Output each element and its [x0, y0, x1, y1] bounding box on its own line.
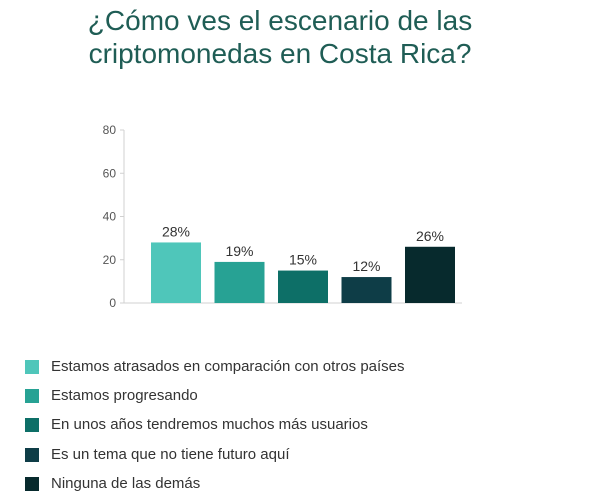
bar-5: [405, 246, 455, 303]
legend-label: Ninguna de las demás: [51, 474, 201, 492]
y-tick-label: 20: [103, 253, 117, 267]
y-tick-label: 0: [109, 296, 116, 310]
chart-title-line-2: criptomonedas en Costa Rica?: [88, 38, 472, 69]
bar-value-label: 28%: [162, 223, 190, 239]
legend-label: Es un tema que no tiene futuro aquí: [51, 445, 290, 463]
legend-swatch: [25, 359, 39, 374]
bar-3: [278, 270, 328, 303]
legend-swatch: [25, 418, 39, 433]
legend-swatch: [25, 388, 39, 403]
y-tick-label: 80: [103, 123, 117, 137]
bar-4: [341, 277, 392, 303]
legend-swatch: [25, 447, 39, 462]
legend-label: Estamos progresando: [51, 386, 198, 404]
bar-value-label: 15%: [289, 252, 317, 268]
chart-title-line-1: ¿Cómo ves el escenario de las: [87, 5, 473, 36]
chart-legend: Estamos atrasados en comparación con otr…: [25, 352, 585, 498]
bar-value-label: 26%: [416, 228, 444, 244]
legend-item: En unos años tendremos muchos más usuari…: [25, 411, 585, 440]
bar-1: [151, 242, 201, 303]
y-tick-label: 40: [103, 210, 117, 224]
legend-swatch: [25, 476, 39, 491]
bar-value-label: 12%: [352, 258, 380, 274]
y-tick-label: 60: [103, 166, 117, 180]
chart-title: ¿Cómo ves el escenario de las criptomone…: [0, 4, 560, 70]
bar-value-label: 19%: [225, 243, 253, 259]
legend-label: En unos años tendremos muchos más usuari…: [51, 416, 368, 434]
legend-item: Estamos atrasados en comparación con otr…: [25, 352, 585, 381]
legend-item: Es un tema que no tiene futuro aquí: [25, 440, 585, 469]
legend-label: Estamos atrasados en comparación con otr…: [51, 357, 405, 375]
bar-chart: 0 20 40 60 80 28% 19% 15% 12% 26%: [103, 123, 462, 310]
bar-2: [214, 261, 265, 303]
legend-item: Ninguna de las demás: [25, 469, 585, 498]
legend-item: Estamos progresando: [25, 381, 585, 410]
